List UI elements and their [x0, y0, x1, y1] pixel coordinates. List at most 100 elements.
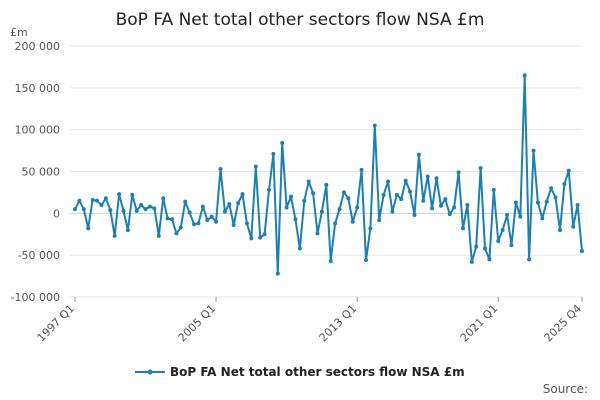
- data-point: [196, 221, 201, 226]
- data-point: [412, 213, 417, 218]
- legend-swatch-marker: [147, 369, 153, 375]
- y-tick-label: -50 000: [18, 249, 60, 262]
- data-point: [487, 257, 492, 262]
- x-tick-label: 2021 Q1: [458, 302, 501, 345]
- data-point: [174, 231, 179, 236]
- data-point: [500, 228, 505, 233]
- data-point: [580, 248, 584, 253]
- data-point: [386, 179, 391, 184]
- data-point: [152, 206, 157, 211]
- data-point: [218, 166, 223, 171]
- series-line: [74, 74, 583, 275]
- data-point: [421, 198, 426, 203]
- data-point: [86, 226, 91, 231]
- data-point: [324, 182, 329, 187]
- data-point: [469, 259, 474, 264]
- data-point: [205, 218, 210, 223]
- data-point: [328, 259, 333, 264]
- data-point: [496, 238, 501, 243]
- data-point: [156, 233, 161, 238]
- data-point: [99, 202, 104, 207]
- data-point: [513, 200, 518, 205]
- data-point: [73, 207, 77, 212]
- data-point: [240, 192, 245, 197]
- source-label: Source:: [543, 382, 588, 396]
- data-point: [460, 226, 465, 231]
- data-point: [527, 257, 532, 262]
- data-point: [438, 203, 443, 208]
- data-point: [227, 202, 232, 207]
- data-point: [509, 243, 514, 248]
- data-point: [108, 207, 113, 212]
- data-point: [531, 148, 536, 153]
- y-tick-label: 0: [53, 207, 60, 220]
- data-point: [443, 197, 448, 202]
- data-point: [474, 244, 479, 249]
- data-point: [518, 214, 523, 219]
- data-point: [297, 246, 302, 251]
- data-point: [306, 179, 311, 184]
- data-point: [456, 170, 461, 175]
- data-point: [271, 151, 276, 156]
- data-point: [337, 207, 342, 212]
- y-tick-label: 50 000: [22, 166, 61, 179]
- data-point: [112, 233, 117, 238]
- data-point: [359, 167, 364, 172]
- data-point: [408, 189, 413, 194]
- y-tick-label: -100 000: [11, 291, 60, 304]
- data-point: [222, 209, 227, 214]
- data-point: [465, 202, 470, 207]
- data-point: [192, 222, 197, 227]
- data-point: [553, 195, 558, 200]
- data-point: [372, 123, 377, 128]
- gridlines: [70, 45, 582, 298]
- data-point: [95, 198, 100, 203]
- data-point: [214, 219, 219, 224]
- data-point: [143, 207, 148, 212]
- data-point: [425, 174, 430, 179]
- data-point: [447, 212, 452, 217]
- data-point: [483, 246, 488, 251]
- data-point: [161, 196, 166, 201]
- data-point: [377, 218, 382, 223]
- data-point: [90, 197, 95, 202]
- y-tick-label: 200 000: [15, 40, 61, 53]
- legend: BoP FA Net total other sectors flow NSA …: [135, 365, 465, 379]
- data-point: [293, 217, 298, 222]
- data-point: [130, 192, 135, 197]
- data-point: [540, 216, 545, 221]
- data-point: [562, 182, 567, 187]
- data-point: [363, 258, 368, 263]
- data-point: [117, 192, 122, 197]
- x-tick-label: 1997 Q1: [35, 302, 78, 345]
- legend-label: BoP FA Net total other sectors flow NSA …: [170, 365, 465, 379]
- data-point: [491, 187, 496, 192]
- data-point: [275, 271, 280, 276]
- data-point: [178, 225, 183, 230]
- data-point: [522, 73, 527, 78]
- data-point: [311, 191, 316, 196]
- data-point: [231, 223, 236, 228]
- data-point: [319, 209, 324, 214]
- data-point: [566, 168, 571, 173]
- data-point: [289, 194, 294, 199]
- data-point: [200, 204, 205, 209]
- series-layer: [73, 73, 584, 276]
- data-point: [557, 228, 562, 233]
- data-point: [368, 226, 373, 231]
- data-point: [416, 152, 421, 157]
- data-point: [346, 196, 351, 201]
- data-point: [403, 178, 408, 183]
- data-point: [302, 198, 307, 203]
- data-point: [430, 206, 435, 211]
- data-point: [209, 214, 214, 219]
- data-point: [315, 231, 320, 236]
- data-point: [399, 197, 404, 202]
- data-point: [571, 224, 576, 229]
- x-tick-label: 2013 Q1: [317, 302, 360, 345]
- data-point: [544, 199, 549, 204]
- data-point: [355, 205, 360, 210]
- data-point: [381, 192, 386, 197]
- data-point: [81, 207, 86, 212]
